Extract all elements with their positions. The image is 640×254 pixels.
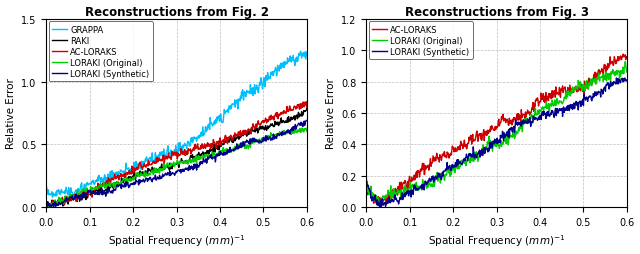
AC-LORAKS bbox=[44, 206, 52, 209]
LORAKI (Original) bbox=[621, 61, 629, 64]
AC-LORAKS bbox=[303, 106, 310, 109]
LORAKI (Synthetic) bbox=[577, 101, 584, 104]
AC-LORAKS bbox=[257, 123, 264, 126]
LORAKI (Synthetic) bbox=[42, 204, 50, 207]
GRAPPA bbox=[184, 140, 191, 143]
LORAKI (Original) bbox=[518, 120, 525, 123]
LORAKI (Synthetic) bbox=[184, 167, 191, 170]
LORAKI (Original) bbox=[376, 204, 383, 207]
Line: LORAKI (Synthetic): LORAKI (Synthetic) bbox=[366, 79, 627, 207]
LORAKI (Original) bbox=[257, 140, 264, 143]
AC-LORAKS bbox=[166, 156, 174, 159]
GRAPPA bbox=[298, 57, 305, 60]
LORAKI (Synthetic) bbox=[198, 161, 205, 164]
AC-LORAKS bbox=[488, 125, 496, 128]
LORAKI (Synthetic) bbox=[166, 174, 174, 177]
LORAKI (Original) bbox=[362, 178, 370, 181]
AC-LORAKS bbox=[617, 59, 625, 62]
LORAKI (Original) bbox=[297, 130, 305, 133]
LORAKI (Synthetic) bbox=[297, 121, 305, 124]
LORAKI (Original) bbox=[168, 163, 176, 166]
AC-LORAKS bbox=[168, 150, 176, 153]
LORAKI (Original) bbox=[617, 70, 625, 73]
LORAKI (Synthetic) bbox=[612, 77, 620, 80]
AC-LORAKS bbox=[303, 101, 310, 104]
LORAKI (Original) bbox=[303, 130, 310, 133]
AC-LORAKS bbox=[577, 90, 584, 93]
Line: RAKI: RAKI bbox=[46, 109, 307, 208]
LORAKI (Synthetic) bbox=[488, 147, 496, 150]
LORAKI (Synthetic) bbox=[168, 171, 176, 174]
LORAKI (Synthetic) bbox=[518, 120, 525, 123]
LORAKI (Original) bbox=[577, 81, 584, 84]
GRAPPA bbox=[49, 196, 56, 199]
LORAKI (Original) bbox=[298, 127, 306, 130]
LORAKI (Synthetic) bbox=[362, 181, 370, 184]
LORAKI (Original) bbox=[45, 206, 52, 209]
AC-LORAKS bbox=[623, 56, 630, 59]
Y-axis label: Relative Error: Relative Error bbox=[6, 78, 15, 149]
Line: AC-LORAKS: AC-LORAKS bbox=[366, 55, 627, 205]
AC-LORAKS bbox=[362, 174, 370, 178]
Title: Reconstructions from Fig. 3: Reconstructions from Fig. 3 bbox=[404, 6, 589, 19]
LORAKI (Synthetic) bbox=[303, 119, 310, 122]
Title: Reconstructions from Fig. 2: Reconstructions from Fig. 2 bbox=[84, 6, 269, 19]
LORAKI (Synthetic) bbox=[486, 147, 494, 150]
Line: AC-LORAKS: AC-LORAKS bbox=[46, 102, 307, 208]
LORAKI (Original) bbox=[486, 143, 494, 146]
LORAKI (Synthetic) bbox=[618, 78, 625, 81]
RAKI bbox=[303, 107, 310, 110]
Line: GRAPPA: GRAPPA bbox=[46, 52, 307, 197]
LORAKI (Original) bbox=[623, 71, 630, 74]
AC-LORAKS bbox=[486, 126, 494, 129]
RAKI bbox=[297, 115, 305, 118]
LORAKI (Synthetic) bbox=[47, 205, 55, 209]
LORAKI (Original) bbox=[166, 165, 174, 168]
LORAKI (Original) bbox=[488, 145, 496, 148]
AC-LORAKS bbox=[42, 200, 50, 203]
Legend: GRAPPA, RAKI, AC-LORAKS, LORAKI (Original), LORAKI (Synthetic): GRAPPA, RAKI, AC-LORAKS, LORAKI (Origina… bbox=[49, 22, 153, 82]
LORAKI (Original) bbox=[42, 205, 50, 208]
GRAPPA bbox=[168, 151, 176, 154]
AC-LORAKS bbox=[297, 107, 305, 110]
AC-LORAKS bbox=[198, 143, 205, 146]
Line: LORAKI (Original): LORAKI (Original) bbox=[46, 129, 307, 208]
RAKI bbox=[257, 125, 264, 128]
LORAKI (Original) bbox=[184, 163, 191, 166]
GRAPPA bbox=[257, 84, 264, 87]
AC-LORAKS bbox=[382, 203, 390, 206]
AC-LORAKS bbox=[504, 120, 511, 123]
LORAKI (Original) bbox=[198, 156, 205, 159]
LORAKI (Original) bbox=[504, 138, 511, 141]
LORAKI (Synthetic) bbox=[376, 206, 383, 209]
LORAKI (Synthetic) bbox=[623, 79, 630, 82]
RAKI bbox=[168, 168, 176, 171]
Line: LORAKI (Original): LORAKI (Original) bbox=[366, 62, 627, 205]
AC-LORAKS bbox=[184, 153, 191, 156]
X-axis label: Spatial Frequency $(mm)^{-1}$: Spatial Frequency $(mm)^{-1}$ bbox=[428, 233, 565, 248]
Line: LORAKI (Synthetic): LORAKI (Synthetic) bbox=[46, 121, 307, 207]
GRAPPA bbox=[303, 51, 310, 54]
X-axis label: Spatial Frequency $(mm)^{-1}$: Spatial Frequency $(mm)^{-1}$ bbox=[108, 233, 245, 248]
RAKI bbox=[198, 152, 205, 155]
RAKI bbox=[184, 161, 191, 164]
RAKI bbox=[44, 206, 51, 209]
RAKI bbox=[42, 204, 50, 207]
AC-LORAKS bbox=[518, 116, 525, 119]
Legend: AC-LORAKS, LORAKI (Original), LORAKI (Synthetic): AC-LORAKS, LORAKI (Original), LORAKI (Sy… bbox=[369, 22, 473, 60]
GRAPPA bbox=[297, 51, 305, 54]
GRAPPA bbox=[198, 135, 205, 138]
RAKI bbox=[166, 167, 174, 170]
Y-axis label: Relative Error: Relative Error bbox=[326, 78, 335, 149]
GRAPPA bbox=[166, 155, 174, 158]
GRAPPA bbox=[42, 184, 50, 187]
LORAKI (Synthetic) bbox=[257, 140, 264, 143]
AC-LORAKS bbox=[620, 53, 627, 56]
LORAKI (Synthetic) bbox=[504, 135, 511, 138]
